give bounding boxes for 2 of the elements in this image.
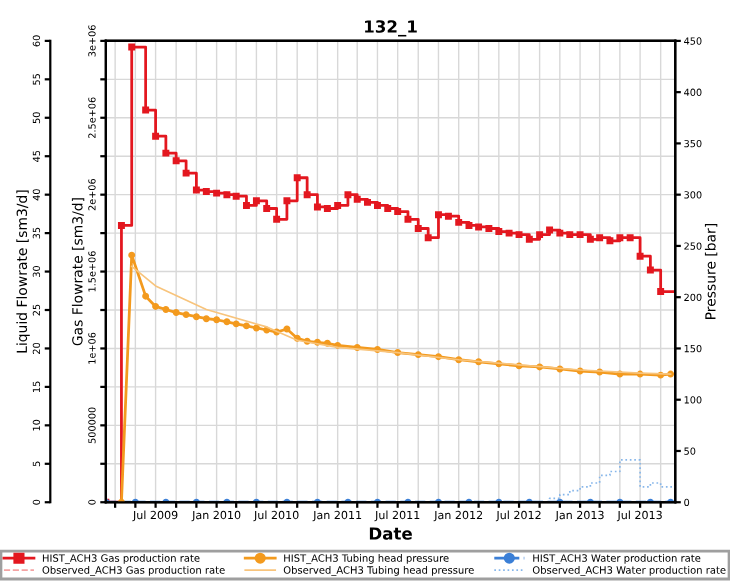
x-axis-title: Date (369, 527, 412, 540)
chart-title: 132_1 (365, 20, 417, 37)
